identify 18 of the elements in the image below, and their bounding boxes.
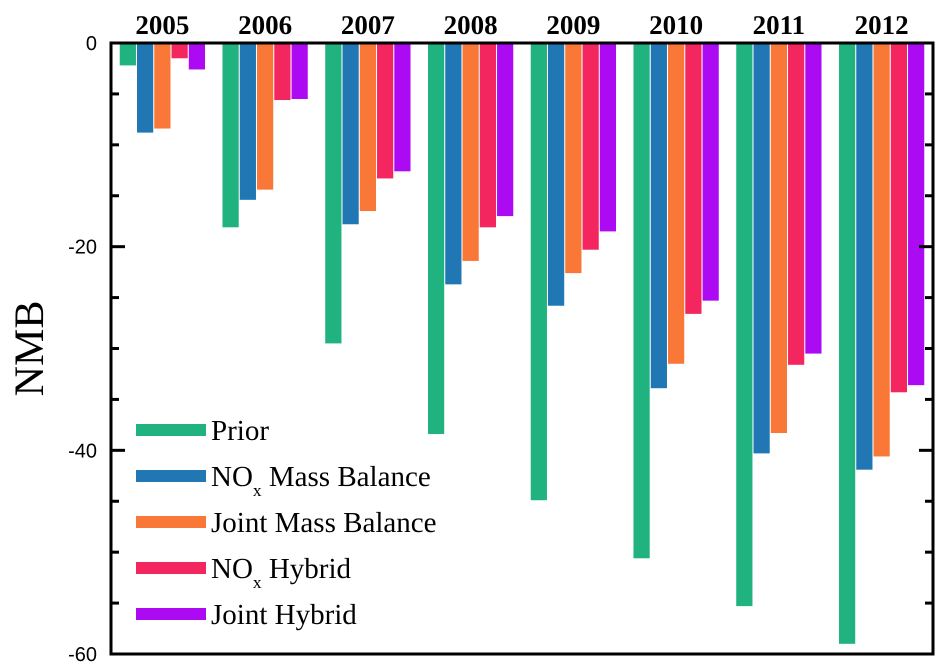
- x-tick-label: 2005: [135, 10, 190, 40]
- legend-label: NO$_{x}$ Hybrid: [211, 553, 352, 592]
- x-tick-label: 2008: [444, 10, 498, 40]
- legend-label: Joint Mass Balance: [211, 507, 437, 540]
- legend-label: NO$_{x}$ Mass Balance: [211, 461, 431, 500]
- legend-label: Prior: [211, 415, 270, 448]
- x-tick-label: 2007: [340, 10, 395, 40]
- y-axis-title: NMB: [7, 300, 53, 396]
- y-tick-label: -60: [68, 644, 97, 666]
- x-tick-label: 2010: [649, 10, 704, 40]
- x-tick-label: 2011: [752, 10, 806, 40]
- x-tick-label: 2012: [854, 10, 909, 40]
- x-tick-label: 2006: [238, 10, 292, 40]
- y-tick-label: -40: [68, 440, 97, 462]
- x-tick-label: 2009: [546, 10, 600, 40]
- y-tick-label: 0: [86, 33, 97, 55]
- legend-label: Joint Hybrid: [211, 599, 358, 632]
- y-tick-label: -20: [68, 236, 97, 259]
